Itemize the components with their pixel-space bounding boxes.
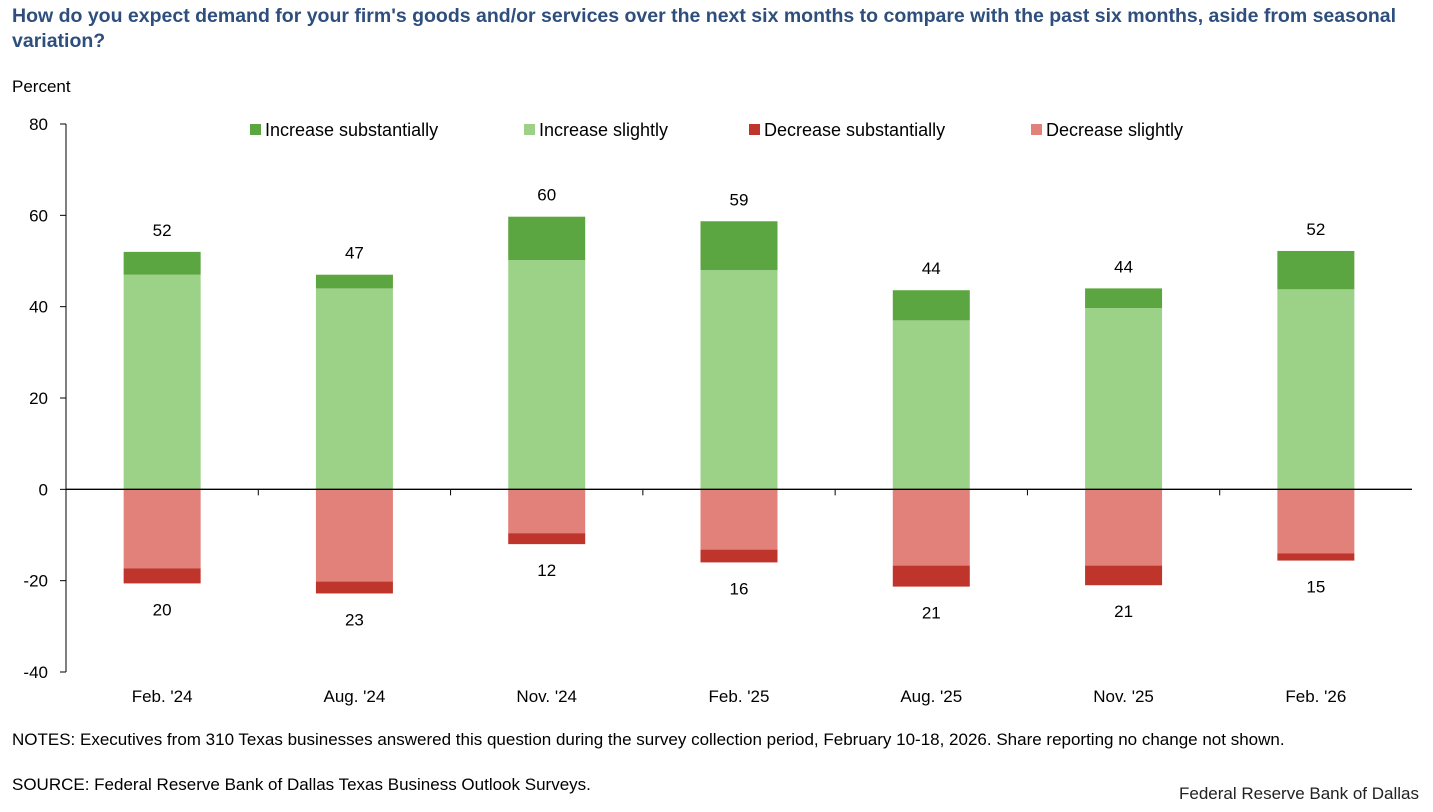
legend-swatch [250,124,261,135]
bar-total-label-positive: 52 [153,221,172,240]
y-axis-label: Percent [12,77,71,96]
bar-segment-decrease-substantially [892,565,970,587]
bar-segment-increase-substantially [700,221,778,271]
x-tick-label: Aug. '25 [900,687,962,706]
bar-segment-decrease-substantially [1085,565,1163,586]
x-tick-label: Feb. '24 [132,687,193,706]
bar-total-label-negative: 21 [1114,602,1133,621]
bar-total-label-negative: 21 [922,604,941,623]
bar-total-label-positive: 60 [537,186,556,205]
bar-segment-increase-slightly [123,274,201,490]
bar-segment-increase-substantially [315,274,393,289]
y-tick-label: 0 [39,480,48,499]
bar-segment-decrease-substantially [123,568,201,584]
bar-segment-decrease-slightly [892,489,970,566]
x-tick-label: Feb. '25 [709,687,770,706]
x-tick-label: Aug. '24 [323,687,385,706]
legend-swatch [749,124,760,135]
x-tick-label: Nov. '24 [516,687,577,706]
bar-total-label-positive: 44 [1114,257,1133,276]
bar-segment-increase-slightly [1085,308,1163,490]
y-tick-label: 40 [29,298,48,317]
bar-total-label-positive: 47 [345,244,364,263]
bar-segment-decrease-slightly [1277,489,1355,554]
bar-segment-increase-slightly [315,288,393,490]
bar-segment-increase-substantially [1085,288,1163,309]
legend-label: Decrease slightly [1046,120,1183,140]
bar-segment-decrease-slightly [508,489,586,534]
chart-source: SOURCE: Federal Reserve Bank of Dallas T… [12,775,591,794]
bar-segment-decrease-substantially [1277,553,1355,561]
bar-total-label-positive: 44 [922,259,941,278]
y-tick-label: 20 [29,389,48,408]
bar-segment-decrease-slightly [1085,489,1163,566]
y-tick-label: 60 [29,206,48,225]
bar-segment-increase-slightly [700,270,778,490]
chart-title: How do you expect demand for your firm's… [12,5,1397,52]
bar-total-label-negative: 23 [345,610,364,629]
bar-segment-increase-slightly [892,320,970,490]
bar-segment-decrease-substantially [508,533,586,545]
bar-segment-decrease-substantially [700,549,778,563]
bar-total-label-positive: 52 [1306,220,1325,239]
bar-segment-decrease-slightly [315,489,393,582]
legend-swatch [1031,124,1042,135]
bar-segment-increase-substantially [1277,250,1355,290]
bar-total-label-negative: 15 [1306,578,1325,597]
legend-label: Increase substantially [265,120,438,140]
brand-credit: Federal Reserve Bank of Dallas [1178,784,1419,803]
y-tick-label: -40 [23,663,48,682]
bar-segment-increase-substantially [123,251,201,275]
legend-swatch [524,124,535,135]
bar-segment-increase-slightly [1277,289,1355,490]
chart-notes: NOTES: Executives from 310 Texas busines… [12,730,1285,749]
bar-total-label-negative: 12 [537,561,556,580]
y-tick-label: 80 [29,115,48,134]
x-tick-label: Feb. '26 [1285,687,1346,706]
y-tick-label: -20 [23,572,48,591]
bar-segment-decrease-substantially [315,581,393,594]
bar-total-label-positive: 59 [730,190,749,209]
bar-total-label-negative: 20 [153,600,172,619]
legend-label: Decrease substantially [764,120,945,140]
x-tick-label: Nov. '25 [1093,687,1154,706]
bar-segment-decrease-slightly [700,489,778,550]
bar-segment-increase-slightly [508,260,586,490]
legend-label: Increase slightly [539,120,668,140]
bar-segment-increase-substantially [508,216,586,261]
bar-total-label-negative: 16 [730,579,749,598]
bar-segment-decrease-slightly [123,489,201,569]
bar-segment-increase-substantially [892,290,970,321]
